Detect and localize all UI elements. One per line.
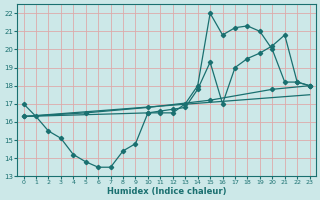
X-axis label: Humidex (Indice chaleur): Humidex (Indice chaleur) — [107, 187, 226, 196]
